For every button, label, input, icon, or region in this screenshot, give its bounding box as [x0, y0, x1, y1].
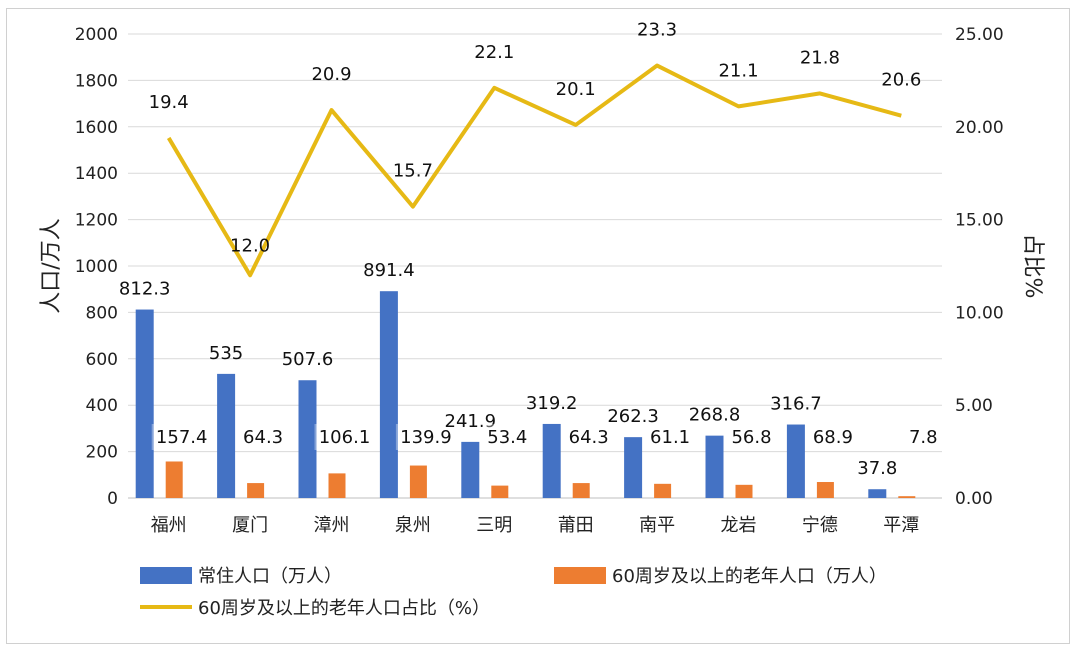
elderly-bar: [247, 483, 265, 498]
elderly-data-label: 139.9: [400, 427, 452, 448]
elderly-bar: [491, 485, 509, 498]
elderly-data-label: 64.3: [243, 427, 283, 448]
legend-label-elderly: 60周岁及以上的老年人口（万人）: [612, 566, 887, 587]
legend-swatch-population: [140, 567, 192, 584]
elderly-bar: [654, 483, 672, 498]
population-data-label: 316.7: [770, 394, 822, 415]
y2-tick-label: 20.00: [955, 118, 1004, 138]
y-tick-label: 600: [86, 350, 118, 370]
y2-axis-title: 占比%: [1020, 234, 1045, 299]
population-bar: [624, 437, 643, 498]
y-tick-label: 800: [86, 303, 118, 323]
population-bar: [135, 309, 154, 498]
ratio-data-label: 22.1: [474, 42, 514, 63]
population-bar: [217, 373, 236, 498]
population-data-label: 241.9: [445, 411, 497, 432]
population-data-label: 37.8: [857, 458, 897, 479]
elderly-data-label: 106.1: [319, 427, 371, 448]
elderly-data-label: 68.9: [813, 427, 853, 448]
elderly-bar: [409, 465, 427, 498]
population-bar: [786, 424, 805, 498]
ratio-data-label: 20.9: [311, 64, 351, 85]
elderly-label-backdrop: [482, 424, 533, 450]
elderly-data-label: 56.8: [731, 427, 771, 448]
elderly-bar: [328, 473, 346, 498]
x-category-label: 厦门: [232, 515, 268, 536]
y2-tick-label: 15.00: [955, 211, 1004, 231]
ratio-data-label: 19.4: [149, 92, 189, 113]
ratio-data-label: 21.1: [718, 60, 758, 81]
legend-label-ratio: 60周岁及以上的老年人口占比（%）: [198, 598, 490, 619]
y-tick-label: 1800: [75, 71, 118, 91]
elderly-bar: [735, 484, 753, 498]
y2-tick-label: 10.00: [955, 303, 1004, 323]
population-bar: [542, 423, 561, 498]
elderly-label-backdrop: [807, 424, 858, 450]
y-tick-label: 1000: [75, 257, 118, 277]
y2-tick-label: 0.00: [955, 489, 993, 509]
x-category-label: 福州: [151, 515, 187, 536]
population-data-label: 891.4: [363, 260, 415, 281]
elderly-data-label: 61.1: [650, 427, 690, 448]
y-tick-label: 2000: [75, 25, 118, 45]
y2-tick-label: 5.00: [955, 396, 993, 416]
x-category-label: 南平: [639, 515, 675, 536]
population-bar: [298, 380, 317, 498]
elderly-label-backdrop: [151, 424, 212, 450]
elderly-label-backdrop: [563, 424, 614, 450]
elderly-label-backdrop: [314, 424, 375, 450]
population-bar: [379, 291, 398, 498]
y-tick-label: 1200: [75, 211, 118, 231]
elderly-bar: [572, 483, 590, 498]
population-bar: [461, 441, 480, 498]
ratio-data-label: 15.7: [393, 161, 433, 182]
elderly-data-label: 53.4: [487, 427, 527, 448]
elderly-bar: [816, 482, 834, 498]
y-tick-label: 200: [86, 443, 118, 463]
elderly-data-label: 157.4: [156, 427, 208, 448]
elderly-label-backdrop: [645, 424, 696, 450]
population-data-label: 812.3: [119, 279, 171, 300]
x-category-label: 宁德: [802, 515, 838, 536]
x-category-label: 龙岩: [721, 515, 757, 536]
elderly-label-backdrop: [238, 424, 289, 450]
ratio-data-label: 21.8: [800, 47, 840, 68]
y-tick-label: 1600: [75, 118, 118, 138]
ratio-data-label: 12.0: [230, 235, 270, 256]
y-axis-title: 人口/万人: [39, 218, 64, 313]
population-bar: [868, 489, 887, 498]
y-tick-label: 1400: [75, 164, 118, 184]
elderly-label-backdrop: [903, 424, 944, 450]
x-category-label: 莆田: [558, 515, 594, 536]
elderly-bar: [165, 461, 183, 498]
elderly-label-backdrop: [395, 424, 456, 450]
y2-tick-label: 25.00: [955, 25, 1004, 45]
x-category-label: 漳州: [314, 515, 350, 536]
ratio-line: [166, 63, 902, 278]
y-tick-label: 400: [86, 396, 118, 416]
population-data-label: 262.3: [607, 406, 659, 427]
population-bar: [705, 435, 724, 498]
population-data-label: 319.2: [526, 393, 578, 414]
legend-swatch-elderly: [554, 567, 606, 584]
legend-label-population: 常住人口（万人）: [198, 566, 342, 587]
elderly-data-label: 64.3: [569, 427, 609, 448]
population-data-label: 507.6: [282, 349, 334, 370]
x-category-label: 泉州: [395, 515, 431, 536]
elderly-bar: [898, 496, 916, 498]
x-category-label: 平潭: [883, 515, 919, 536]
ratio-data-label: 20.6: [881, 70, 921, 91]
y-tick-label: 0: [107, 489, 118, 509]
x-category-label: 三明: [476, 515, 512, 536]
ratio-data-label: 20.1: [556, 79, 596, 100]
elderly-data-label: 7.8: [909, 427, 938, 448]
ratio-data-label: 23.3: [637, 20, 677, 41]
elderly-label-backdrop: [726, 424, 777, 450]
population-data-label: 268.8: [689, 405, 741, 426]
population-data-label: 535: [209, 343, 243, 364]
